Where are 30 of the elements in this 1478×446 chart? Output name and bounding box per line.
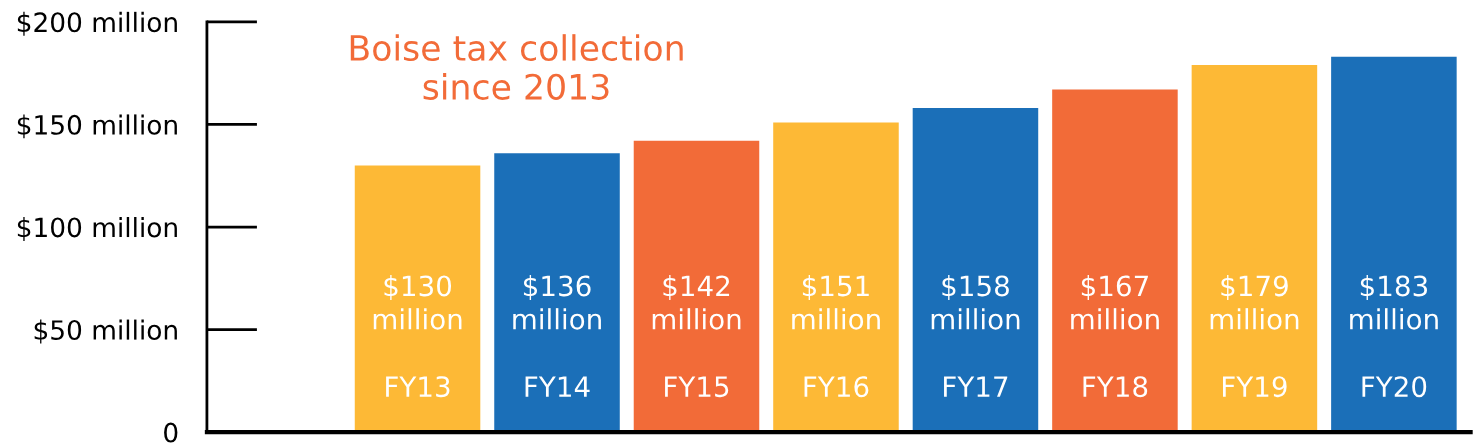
y-tick-label: $100 million (17, 216, 177, 241)
data-label: $158 million (931, 274, 1020, 330)
x-tick-label: FY19 (1223, 376, 1287, 398)
bar (912, 108, 1039, 433)
y-tick-label: 0 (164, 422, 178, 443)
y-tick-label: $150 million (17, 114, 177, 139)
bar (773, 122, 899, 433)
data-label: $130 million (373, 274, 462, 330)
y-tick-label: $50 million (34, 319, 177, 344)
bar (633, 140, 760, 433)
bar (1052, 89, 1178, 433)
data-label: $183 million (1350, 274, 1438, 330)
data-label: $142 million (652, 274, 741, 330)
bar (354, 165, 481, 433)
data-label: $136 million (513, 274, 601, 330)
bar (494, 153, 620, 433)
x-tick-label: FY17 (944, 376, 1008, 397)
bar (1331, 56, 1457, 433)
data-label: $179 million (1210, 274, 1299, 330)
data-label: $151 million (792, 274, 880, 330)
bar (1191, 64, 1318, 433)
text: Boise tax collection since 2013 (350, 34, 683, 100)
x-tick-label: FY16 (804, 376, 869, 398)
y-tick-label: $200 million (17, 11, 177, 36)
data-label: $167 million (1071, 274, 1159, 330)
x-tick-label: FY20 (1362, 376, 1427, 398)
x-tick-label: FY13 (386, 376, 450, 398)
x-tick-label: FY14 (525, 376, 590, 397)
x-tick-label: FY18 (1083, 376, 1148, 398)
x-tick-label: FY15 (665, 376, 729, 398)
